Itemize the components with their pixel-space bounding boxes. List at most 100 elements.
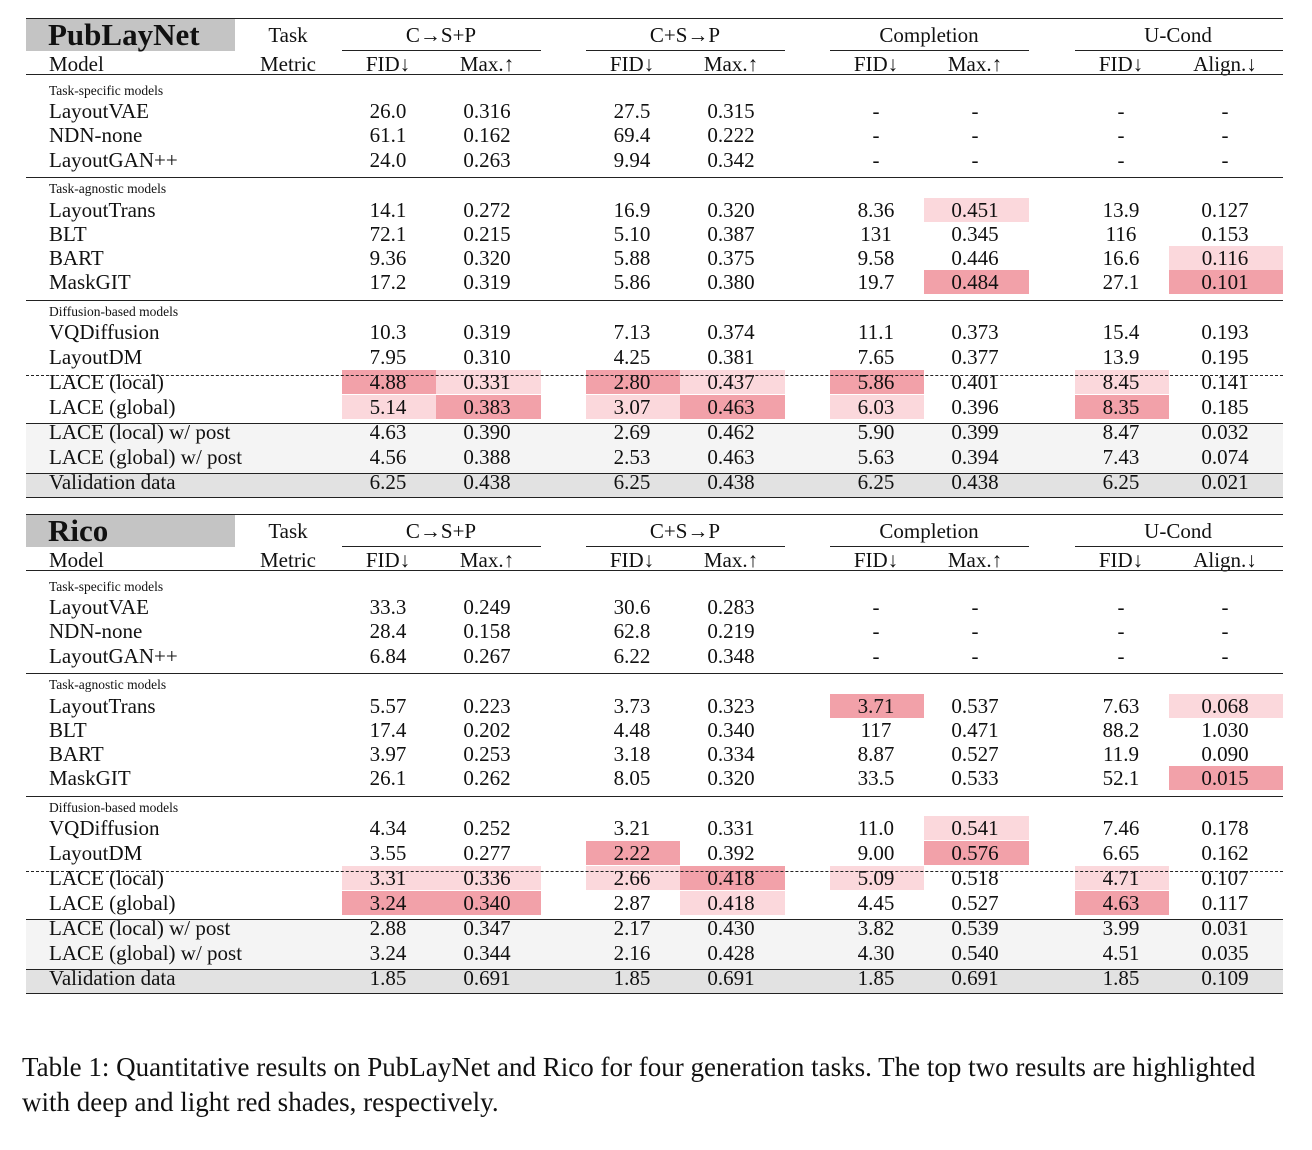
top-rule — [26, 18, 1283, 19]
metric-value: 0.158 — [463, 619, 511, 643]
metric-value: 4.34 — [369, 816, 407, 840]
metric-value: 3.55 — [369, 841, 407, 865]
metric-value: 27.5 — [613, 99, 651, 123]
metric-value: 5.88 — [613, 246, 651, 270]
metric-value: 3.07 — [613, 395, 651, 419]
metric-value: 0.399 — [951, 420, 999, 444]
metric-value: 69.4 — [613, 123, 651, 147]
metric-value: 0.380 — [707, 270, 755, 294]
metric-value: 0.252 — [463, 816, 511, 840]
model-name: BART — [49, 742, 104, 766]
deep-highlight-cell — [436, 395, 541, 419]
group-underline — [586, 546, 785, 547]
metric-value: 6.22 — [613, 644, 651, 668]
metric-value: 0.438 — [707, 470, 755, 494]
metric-value: 0.374 — [707, 320, 755, 344]
light-highlight-cell — [586, 395, 680, 419]
metric-value: 24.0 — [369, 148, 407, 172]
metric-value: 0.428 — [707, 941, 755, 965]
model-name: Validation data — [49, 470, 176, 494]
metric-value: 0.691 — [463, 966, 511, 990]
task-group-header: C+S→P — [649, 519, 721, 543]
metric-value: 3.97 — [369, 742, 407, 766]
metric-value: 0.035 — [1201, 941, 1249, 965]
metric-value: 0.691 — [707, 966, 755, 990]
metric-value: 5.14 — [369, 395, 407, 419]
task-group-header: U-Cond — [1144, 519, 1212, 543]
metric-value: 2.16 — [613, 941, 651, 965]
validation-rule — [26, 969, 1283, 970]
model-name: LACE (local) — [49, 370, 164, 394]
header-rule — [26, 570, 1283, 571]
light-highlight-cell — [680, 370, 785, 394]
metric-value: - — [971, 595, 979, 619]
metric-value: 0.215 — [463, 222, 511, 246]
light-highlight-cell — [680, 891, 785, 915]
deep-highlight-cell — [680, 395, 785, 419]
metric-value: 11.1 — [858, 320, 894, 344]
metric-value: 3.71 — [857, 694, 895, 718]
metric-value: 1.85 — [613, 966, 651, 990]
light-highlight-cell — [1075, 370, 1169, 394]
metric-value: 4.63 — [1102, 891, 1140, 915]
metric-value: 0.373 — [951, 320, 999, 344]
light-highlight-cell — [436, 370, 541, 394]
metric-header: Max.↑ — [947, 52, 1003, 76]
metric-value: 1.85 — [1102, 966, 1140, 990]
metric-header: Max.↑ — [459, 52, 515, 76]
metric-value: 0.446 — [951, 246, 999, 270]
metric-value: 0.336 — [463, 866, 511, 890]
metric-value: 3.73 — [613, 694, 651, 718]
metric-value: 0.153 — [1201, 222, 1249, 246]
light-highlight-cell — [1075, 866, 1169, 890]
metric-value: 4.30 — [857, 941, 895, 965]
metric-value: 0.348 — [707, 644, 755, 668]
metric-value: - — [872, 619, 880, 643]
metric-value: 0.109 — [1201, 966, 1249, 990]
metric-value: 0.418 — [707, 891, 755, 915]
metric-value: 0.387 — [707, 222, 755, 246]
metric-value: 8.45 — [1102, 370, 1140, 394]
metric-value: 5.86 — [613, 270, 651, 294]
metric-value: 5.09 — [857, 866, 895, 890]
metric-header: FID↓ — [853, 52, 899, 76]
metric-value: 61.1 — [369, 123, 407, 147]
deep-highlight-cell — [342, 891, 436, 915]
table-caption: Table 1: Quantitative results on PubLayN… — [22, 1052, 1256, 1117]
metric-value: 0.320 — [707, 198, 755, 222]
model-name: LayoutVAE — [49, 595, 149, 619]
metric-value: 0.195 — [1201, 345, 1249, 369]
model-group-label: Diffusion-based models — [49, 800, 179, 815]
metric-value: 8.87 — [857, 742, 895, 766]
task-group-header: C→S+P — [405, 519, 477, 543]
metric-value: 116 — [1105, 222, 1137, 246]
metric-value: 3.24 — [369, 891, 407, 915]
metric-value: 0.315 — [707, 99, 755, 123]
metric-value: 4.56 — [369, 445, 407, 469]
light-highlight-cell — [830, 395, 924, 419]
deep-highlight-cell — [830, 694, 924, 718]
metric-value: 0.162 — [463, 123, 511, 147]
metric-value: 0.222 — [707, 123, 755, 147]
metric-value: 8.36 — [857, 198, 895, 222]
metric-value: 0.249 — [463, 595, 511, 619]
group-underline — [342, 546, 541, 547]
metric-value: 3.24 — [369, 941, 407, 965]
metric-value: - — [1221, 595, 1229, 619]
metric-value: 28.4 — [369, 619, 407, 643]
metric-value: 0.334 — [707, 742, 755, 766]
metric-value: 0.462 — [707, 420, 755, 444]
metric-value: 2.80 — [613, 370, 651, 394]
metric-value: 6.25 — [369, 470, 407, 494]
metric-value: - — [1117, 595, 1125, 619]
model-name: LayoutDM — [49, 841, 143, 865]
metric-value: 0.463 — [707, 395, 755, 419]
metric-value: 4.51 — [1102, 941, 1140, 965]
model-group-label: Diffusion-based models — [49, 304, 179, 319]
metric-value: 117 — [860, 718, 892, 742]
metric-value: - — [971, 644, 979, 668]
metric-header: Max.↑ — [459, 548, 515, 572]
metric-header: FID↓ — [609, 548, 655, 572]
metric-value: 0.015 — [1201, 766, 1249, 790]
metric-value: 33.5 — [857, 766, 895, 790]
